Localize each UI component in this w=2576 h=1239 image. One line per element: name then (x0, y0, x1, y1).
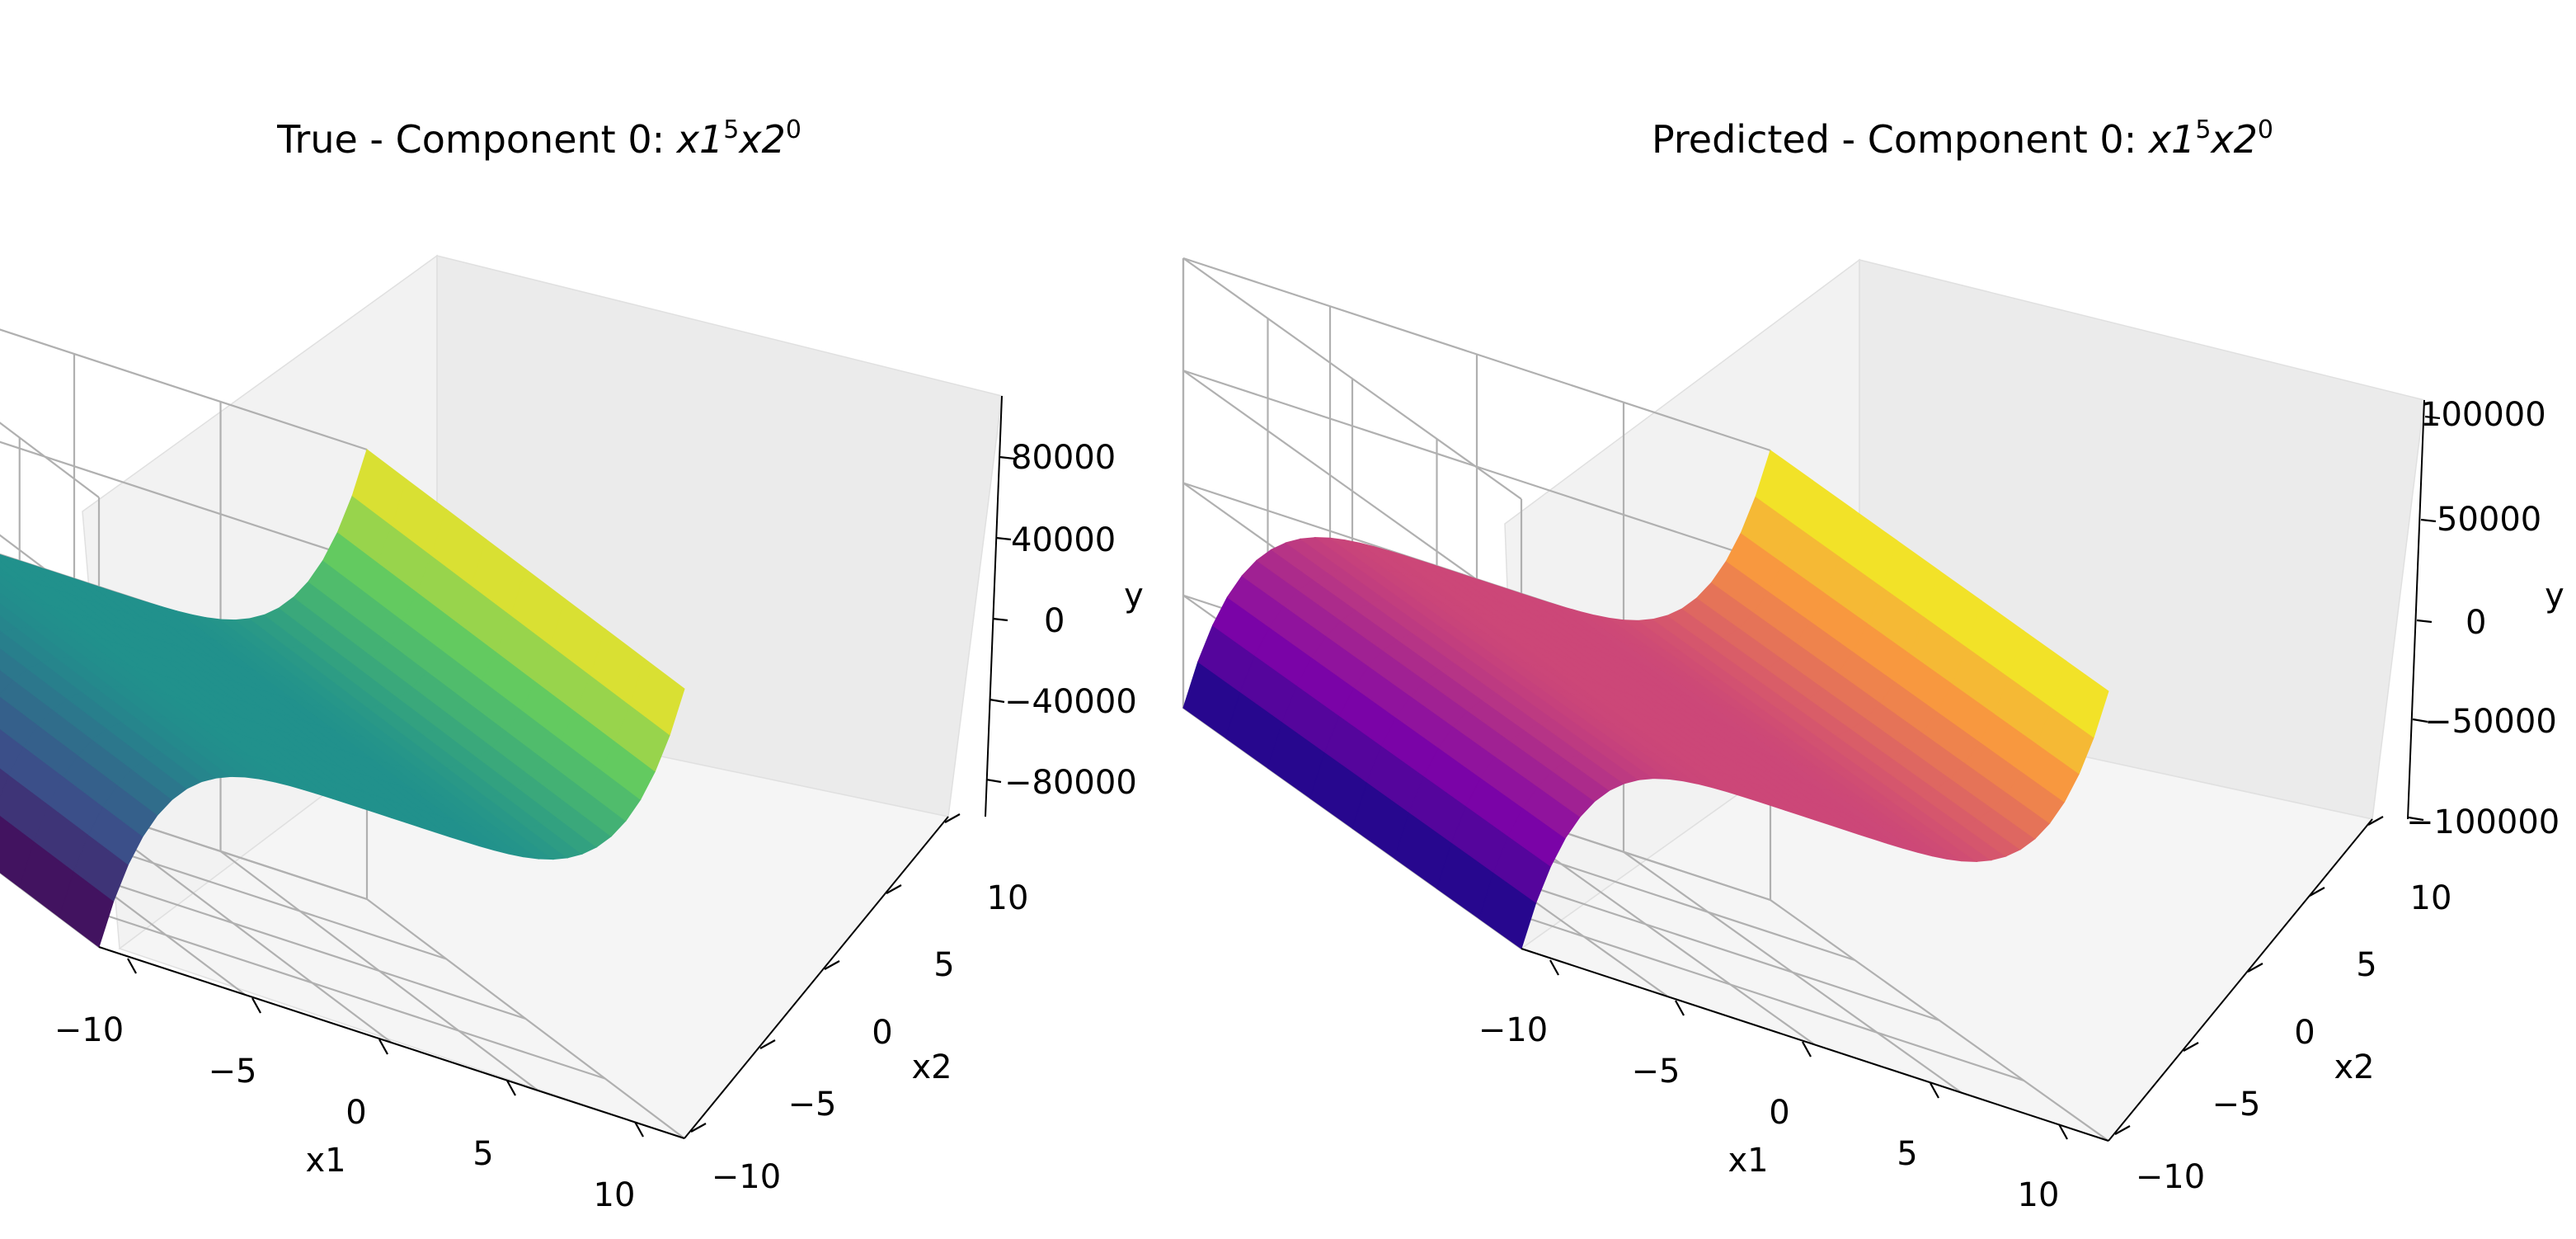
y-axis-ticks: −10 −5 0 5 10 x2 (690, 813, 1029, 1196)
y-tick-mark (944, 813, 961, 823)
y-axis-line (684, 816, 949, 1139)
z-tick-label: −80000 (1004, 764, 1137, 802)
z-tick-label: 0 (1044, 602, 1065, 640)
z-tick-label: 0 (2466, 604, 2486, 642)
y-tick-mark (2114, 1125, 2131, 1135)
plot-title: Predicted - Component 0: x15x20 (1652, 115, 2273, 162)
z-tick-label: −50000 (2424, 703, 2557, 741)
x-tick-mark (378, 1039, 388, 1055)
x-tick-mark (1930, 1082, 1939, 1099)
z-axis-line (985, 395, 1003, 817)
y-tick-mark (2367, 816, 2384, 826)
y-tick-label: 5 (2356, 946, 2376, 984)
axis-lines (98, 395, 1003, 1139)
x-tick-label: −10 (1478, 1011, 1548, 1049)
y-tick-label: 5 (933, 946, 954, 984)
z-tick-mark (989, 698, 1005, 704)
x-tick-label: 0 (346, 1094, 366, 1132)
z-tick-mark (2408, 816, 2424, 822)
z-axis-label: y (2545, 577, 2564, 615)
y-tick-label: −5 (788, 1086, 837, 1124)
x-axis-line (98, 946, 685, 1139)
y-axis-ticks: −10 −5 0 5 10 x2 (2114, 816, 2452, 1196)
y-tick-mark (824, 960, 840, 970)
y-axis-label: x2 (911, 1048, 952, 1086)
grid-line (1182, 257, 1771, 500)
x-axis-label: x1 (1728, 1142, 1768, 1180)
z-tick-mark (2424, 415, 2441, 420)
grid-line (0, 440, 368, 611)
y-tick-mark (690, 1123, 707, 1133)
true-surface-plot: True - Component 0: x15x20 −10 −5 0 5 10… (0, 115, 1144, 1214)
z-axis-label: y (1124, 577, 1144, 615)
z-tick-label: −40000 (1004, 683, 1137, 721)
x-tick-mark (506, 1080, 516, 1096)
x-axis-line (1521, 948, 2109, 1142)
z-tick-mark (2412, 718, 2428, 723)
z-tick-mark (992, 617, 1008, 622)
z-tick-label: 40000 (1011, 521, 1116, 559)
surface (0, 449, 685, 948)
x-tick-mark (251, 997, 261, 1014)
x-tick-label: 10 (594, 1176, 636, 1214)
z-tick-label: −100000 (2406, 803, 2560, 841)
y-tick-label: −5 (2212, 1086, 2261, 1124)
surface (1182, 450, 2109, 949)
grid-line (0, 808, 247, 996)
y-tick-label: −10 (2136, 1158, 2205, 1196)
z-tick-label: 80000 (1011, 439, 1116, 477)
y-tick-mark (886, 884, 902, 894)
x-tick-label: −5 (209, 1053, 257, 1091)
x-tick-mark (127, 958, 137, 974)
x-tick-mark (1675, 1000, 1685, 1016)
x-tick-label: 5 (1897, 1135, 1917, 1173)
y-tick-mark (2309, 887, 2325, 897)
x-axis-ticks: −10 −5 0 5 10 x1 (1478, 959, 2068, 1214)
x-axis-label: x1 (305, 1142, 346, 1180)
x-tick-mark (2058, 1124, 2068, 1140)
z-tick-mark (2420, 518, 2437, 523)
y-tick-label: 10 (987, 879, 1029, 917)
z-tick-label: 100000 (2420, 396, 2546, 434)
y-tick-label: 10 (2410, 879, 2452, 917)
x-tick-mark (1549, 959, 1559, 976)
y-tick-mark (759, 1039, 776, 1049)
x-tick-label: 5 (472, 1135, 493, 1173)
z-tick-label: 50000 (2437, 501, 2541, 539)
y-tick-mark (2247, 963, 2263, 973)
z-axis-line (2407, 399, 2425, 820)
plot-title: True - Component 0: x15x20 (276, 115, 801, 162)
x-tick-label: −10 (54, 1011, 124, 1049)
y-axis-label: x2 (2334, 1048, 2374, 1086)
z-axis-ticks: −80000 −40000 0 40000 80000 y (985, 439, 1144, 802)
predicted-surface-plot: Predicted - Component 0: x15x20 −10 −5 0… (1182, 115, 2564, 1214)
axis-lines (1521, 399, 2425, 1142)
y-tick-mark (2183, 1042, 2199, 1052)
x-tick-label: −5 (1632, 1053, 1681, 1091)
z-tick-mark (995, 536, 1012, 541)
grid-line (0, 328, 368, 498)
surface-patch (629, 657, 685, 736)
z-tick-mark (2416, 619, 2433, 624)
x-tick-mark (1802, 1041, 1812, 1058)
y-tick-label: −10 (712, 1158, 781, 1196)
y-tick-label: 0 (2294, 1014, 2315, 1052)
z-tick-mark (985, 778, 1002, 784)
y-tick-label: 0 (872, 1014, 892, 1052)
x-axis-ticks: −10 −5 0 5 10 x1 (54, 958, 644, 1214)
x-tick-label: 0 (1769, 1094, 1789, 1132)
x-tick-mark (634, 1121, 644, 1138)
x-tick-label: 10 (2018, 1176, 2060, 1214)
z-tick-mark (999, 455, 1015, 460)
grid-line (0, 812, 447, 960)
z-axis-ticks: −100000 −50000 0 50000 100000 y (2406, 396, 2564, 841)
surface-patch (2051, 660, 2109, 738)
y-axis-line (2108, 818, 2373, 1142)
